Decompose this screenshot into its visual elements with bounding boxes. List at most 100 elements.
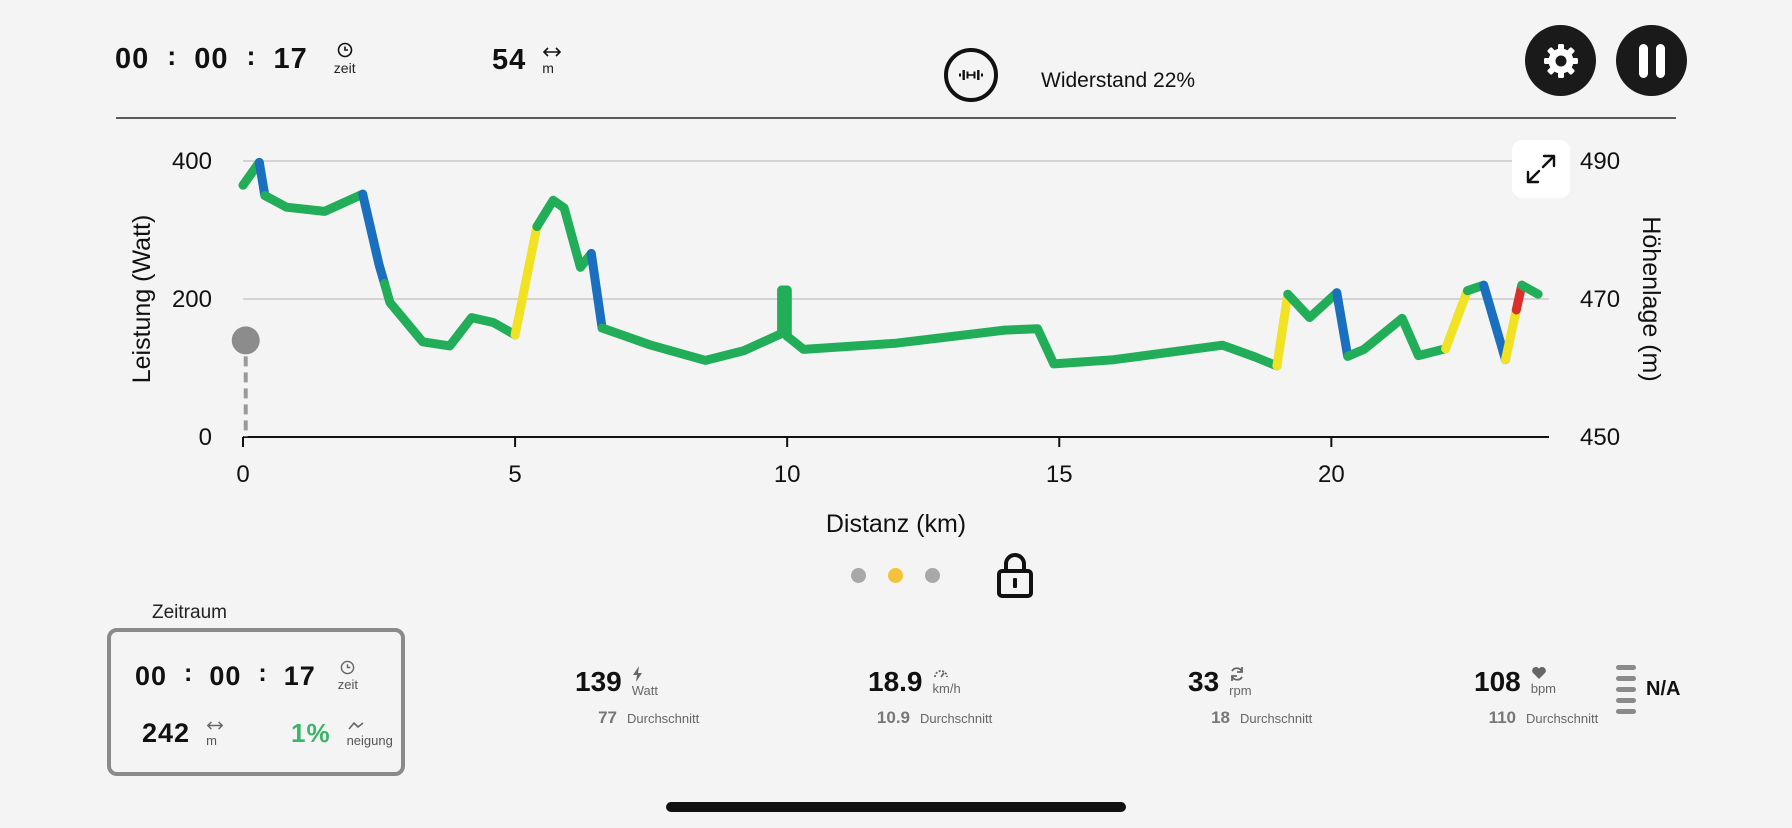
zeitraum-title: Zeitraum — [152, 602, 227, 623]
elapsed-unit-label: zeit — [333, 60, 356, 76]
power-unit: Watt — [632, 666, 658, 698]
cadence-average-label: Durchschnitt — [1240, 710, 1313, 726]
current-position-marker — [231, 326, 260, 437]
elevation-power-chart: 0 200 400 450 470 490 0 5 10 15 20 Distanz (km) Leis… — [128, 148, 1665, 538]
zeitraum-time-unit-label: zeit — [337, 677, 359, 692]
x-tick: 0 — [236, 461, 249, 488]
y-tick-left: 0 — [199, 424, 212, 451]
zeitraum-incline-value: 1% — [291, 718, 331, 748]
elapsed-seconds: 17 — [273, 42, 308, 75]
elapsed-unit: zeit — [334, 42, 356, 76]
horizontal-arrows-icon — [206, 720, 224, 730]
elevation-segment — [254, 157, 270, 200]
x-tick: 20 — [1318, 461, 1345, 488]
cadence-unit-label: rpm — [1229, 683, 1252, 698]
elevation-segment — [1332, 288, 1353, 361]
y-tick-right: 490 — [1580, 148, 1620, 175]
x-tick: 10 — [774, 461, 801, 488]
expand-chart-button[interactable] — [1512, 140, 1570, 198]
zeitraum-time-unit: zeit — [338, 660, 358, 692]
heart-rate-unit-label: bpm — [1530, 681, 1557, 696]
y-tick-right: 470 — [1580, 286, 1620, 313]
heart-rate-average: 110 — [1488, 708, 1516, 727]
zone-label: N/A — [1646, 678, 1681, 700]
y-axis-label-left: Leistung (Watt) — [128, 215, 156, 384]
y-axis-label-right: Höhenlage (m) — [1637, 216, 1665, 381]
x-tick: 15 — [1046, 461, 1073, 488]
speed-unit-label: km/h — [932, 681, 961, 696]
resistance-button[interactable] — [944, 48, 998, 102]
lock-button[interactable] — [996, 552, 1034, 603]
dumbbell-icon — [959, 70, 983, 80]
cadence-unit: rpm — [1229, 666, 1252, 698]
elevation-segment — [510, 222, 542, 340]
zeitraum-elapsed: 00 : 00 : 17 zeit — [135, 658, 358, 693]
page-dot-2[interactable] — [888, 568, 903, 583]
zeitraum-distance-value: 242 — [142, 718, 191, 748]
metric-cadence: 33 rpm 18 Durchschnitt — [1188, 666, 1312, 728]
zeitraum-minutes: 00 — [209, 660, 242, 691]
elapsed-hours: 00 — [115, 42, 150, 75]
elevation-segment — [260, 189, 368, 216]
power-average-label: Durchschnitt — [627, 710, 700, 726]
pause-icon — [1638, 43, 1665, 78]
elevation-segment — [380, 279, 520, 351]
page-dot-3[interactable] — [925, 568, 940, 583]
home-indicator[interactable] — [666, 802, 1126, 812]
speed-value: 18.9 — [868, 666, 923, 697]
zeitraum-distance: 242 m — [142, 718, 224, 749]
zone-bar — [1616, 698, 1636, 703]
settings-button[interactable] — [1525, 25, 1596, 96]
zone-bar — [1616, 676, 1636, 681]
zeitraum-incline-unit-label: neigung — [346, 732, 393, 748]
y-tick-left: 400 — [172, 148, 212, 175]
heart-rate-unit: bpm — [1531, 666, 1556, 696]
lock-icon — [997, 553, 1033, 598]
elevation-segment — [1501, 305, 1521, 365]
time-separator: : — [246, 40, 256, 71]
elevation-segment — [358, 189, 389, 288]
zeitraum-incline: 1% neigung — [291, 718, 393, 749]
zone-bar — [1616, 709, 1636, 714]
pause-button[interactable] — [1616, 25, 1687, 96]
clock-icon — [337, 42, 352, 58]
distance-value: 54 — [492, 44, 527, 76]
metric-speed: 18.9 km/h 10.9 Durchschnitt — [868, 666, 992, 728]
zone-bar — [1616, 687, 1636, 692]
elevation-segment — [1479, 280, 1510, 365]
zeitraum-card[interactable] — [107, 628, 405, 776]
power-value: 139 — [575, 666, 622, 697]
header-divider — [116, 117, 1676, 119]
distance-unit-label: m — [542, 59, 554, 76]
elevation-segment — [1517, 280, 1543, 299]
elevation-segment — [1343, 313, 1451, 361]
resistance-label: Widerstand 22% — [1041, 69, 1196, 92]
time-separator: : — [167, 40, 177, 71]
elevation-line — [238, 157, 1543, 371]
zone-bar — [1616, 665, 1636, 670]
elapsed-time: 00 : 00 : 17 zeit — [115, 40, 356, 77]
speed-average-label: Durchschnitt — [920, 710, 993, 726]
elevation-segment — [1272, 289, 1293, 371]
page-dot-1[interactable] — [851, 568, 866, 583]
zone-bars — [1616, 665, 1636, 714]
time-separator: : — [184, 658, 193, 687]
elevation-segment — [586, 249, 607, 333]
elapsed-minutes: 00 — [194, 42, 229, 75]
zeitraum-seconds: 17 — [283, 660, 316, 691]
clock-icon — [341, 660, 355, 675]
horizontal-arrows-icon — [543, 46, 562, 57]
x-axis-label: Distanz (km) — [826, 510, 966, 538]
distance-display: 54 m — [492, 44, 562, 77]
metric-power: 139 Watt 77 Durchschnitt — [575, 666, 699, 728]
time-separator: : — [258, 658, 267, 687]
cadence-value: 33 — [1188, 666, 1220, 697]
x-tick: 5 — [508, 461, 521, 488]
elevation-segment — [597, 285, 1282, 371]
zeitraum-distance-unit-label: m — [206, 732, 217, 748]
heart-rate-zone: N/A — [1616, 665, 1680, 714]
metric-heart-rate: 108 bpm 110 Durchschnitt — [1474, 666, 1598, 728]
expand-icon — [1526, 154, 1556, 184]
y-tick-left: 200 — [172, 286, 212, 313]
elevation-segment — [1441, 286, 1472, 354]
